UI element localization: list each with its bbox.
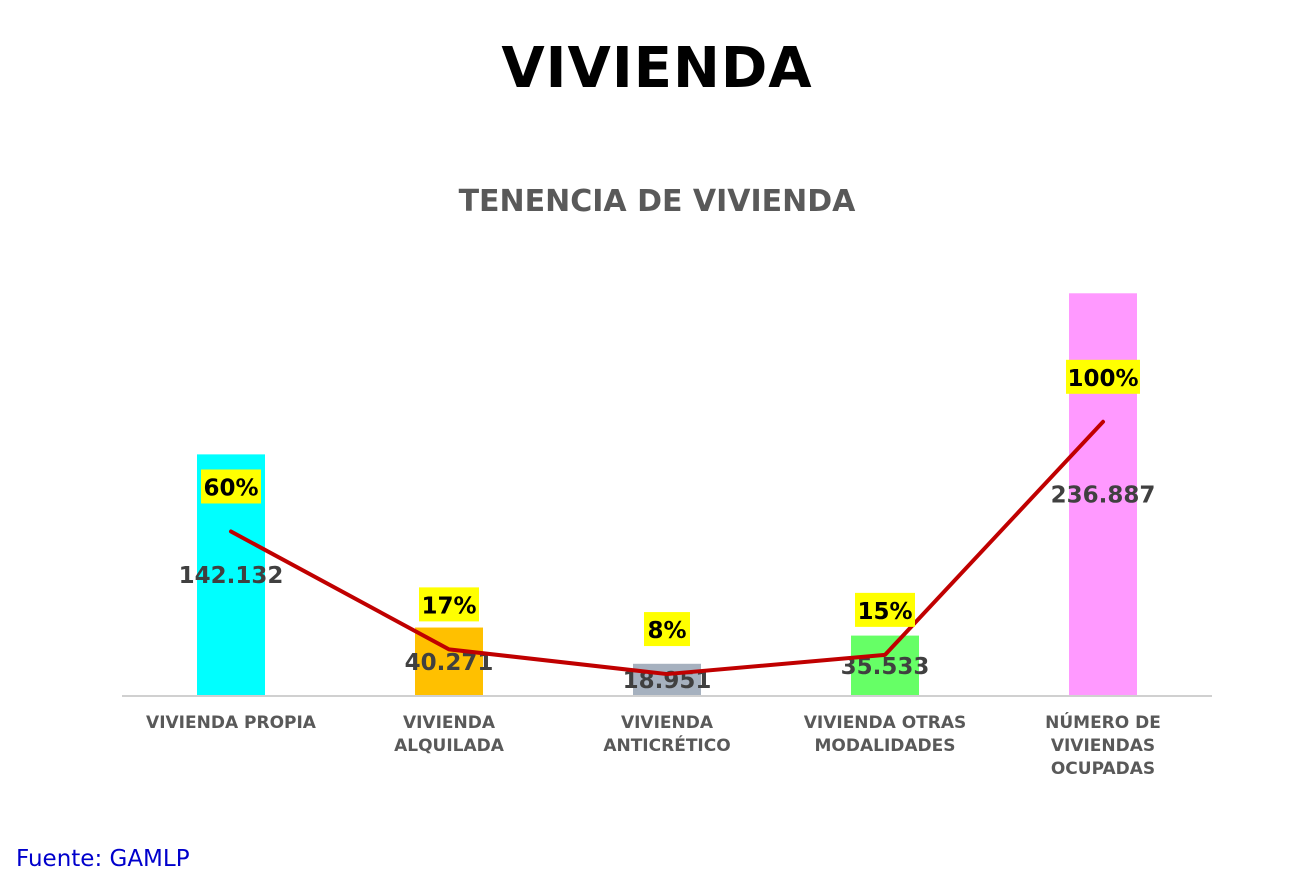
source-note: Fuente: GAMLP	[16, 846, 190, 872]
percentage-line	[229, 419, 1105, 677]
category-label: VIVIENDA ANTICRÉTICO	[603, 713, 730, 756]
percentage-label: 100%	[1067, 366, 1138, 392]
percentage-label-bg	[419, 587, 479, 622]
bar-3	[851, 635, 919, 696]
category-label: VIVIENDA OTRAS MODALIDADES	[804, 713, 967, 756]
percentage-label-bg	[855, 592, 915, 627]
bar-2	[633, 663, 701, 696]
category-label: VIVIENDA ALQUILADA	[394, 713, 505, 756]
category-label: VIVIENDA PROPIA	[146, 713, 317, 733]
percentage-label: 8%	[647, 618, 686, 644]
percentage-label-bg	[201, 469, 261, 504]
bar-value-label: 236.887	[1051, 483, 1156, 509]
bar-value-label: 142.132	[179, 563, 284, 589]
percentage-label: 17%	[421, 593, 476, 619]
page-title: VIVIENDA	[501, 36, 813, 101]
chart-title: TENENCIA DE VIVIENDA	[458, 184, 856, 219]
percentage-label-bg	[1066, 359, 1140, 394]
percentage-label: 60%	[203, 475, 258, 501]
percentage-label: 15%	[857, 599, 912, 625]
percentage-label-bg	[644, 612, 690, 647]
category-label: NÚMERO DE VIVIENDAS OCUPADAS	[1045, 711, 1161, 779]
